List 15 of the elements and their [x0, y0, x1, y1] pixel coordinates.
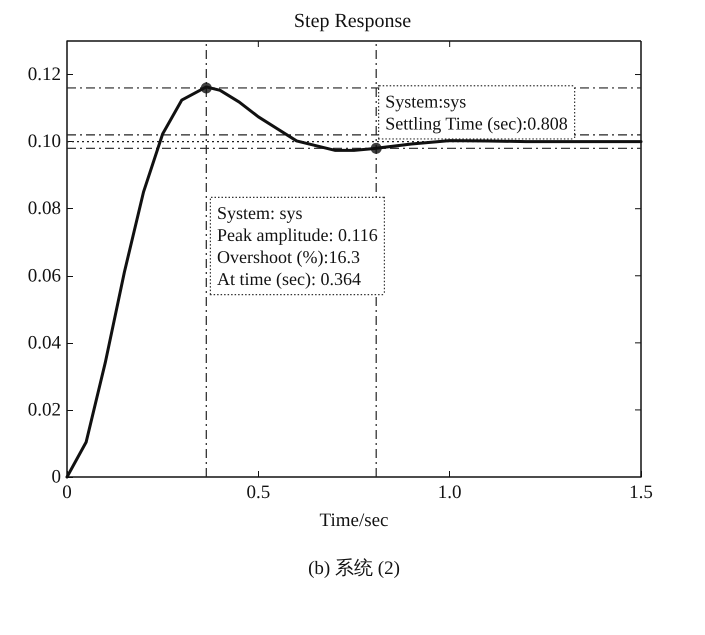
x-tick-label: 1.5: [629, 482, 653, 503]
annotation: System: sys Peak amplitude: 0.116 Overshoot (%):16.3 At time (sec): 0.364: [217, 203, 378, 289]
annotation: System:sys Settling Time (sec):0.808: [385, 91, 568, 134]
y-tick-label: 0.04: [28, 332, 62, 354]
text: (b) 系统 (2): [308, 558, 400, 579]
y-tick-label: 0.10: [28, 131, 61, 152]
y-tick-label: 0.06: [28, 265, 61, 286]
y-tick-label: 0.12: [28, 64, 61, 86]
x-tick-label: 1.0: [438, 482, 462, 503]
y-tick-label: 0.08: [28, 198, 61, 220]
y-tick-label: 0.02: [28, 399, 61, 420]
y-tick-label: 0: [52, 466, 61, 488]
x-axis-title: Time/sec: [320, 510, 388, 531]
x-tick-label: 0.5: [246, 482, 270, 503]
chart-title: Step Response: [294, 10, 412, 32]
